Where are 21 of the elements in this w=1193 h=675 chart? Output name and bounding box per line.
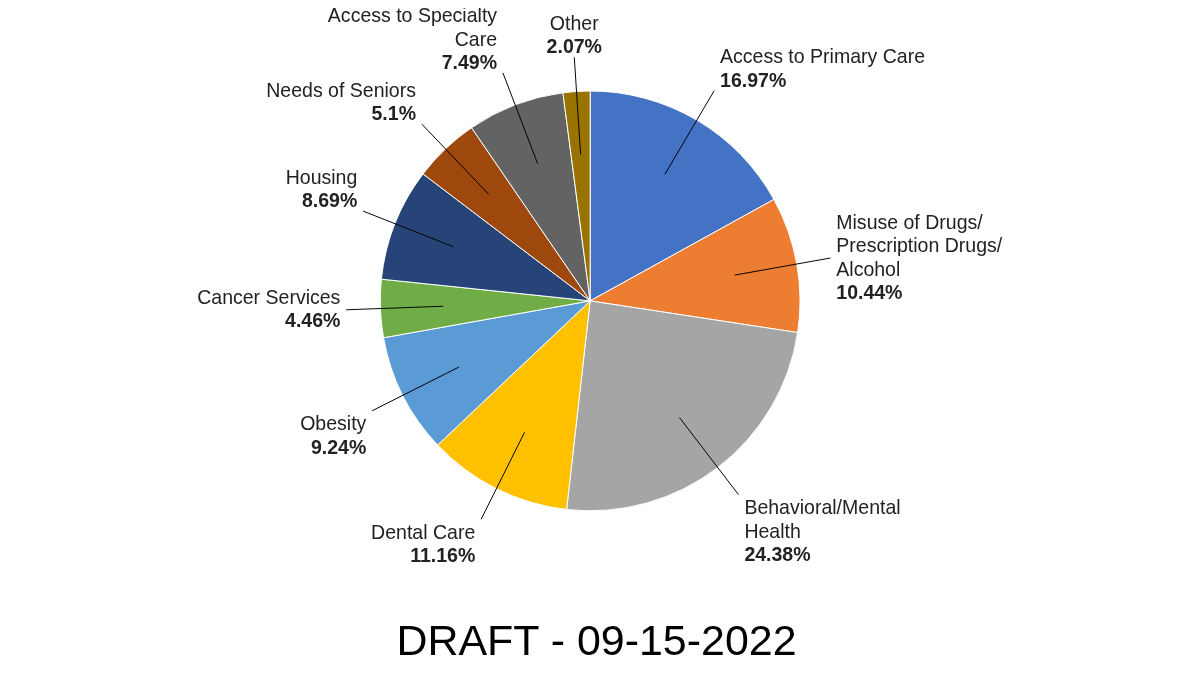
slice-label: Housing <box>285 165 358 188</box>
data-label: 8.69% <box>301 189 358 212</box>
slice-label: Cancer Services <box>197 285 341 308</box>
data-label: 7.49% <box>441 51 498 74</box>
data-label: 2.07% <box>546 35 602 58</box>
data-label: 9.24% <box>311 435 367 458</box>
data-label: 11.16% <box>410 544 476 567</box>
text: DRAFT - 09-15-2022 <box>396 616 797 665</box>
slice-label: Other <box>549 11 600 34</box>
slice-label: Behavioral/Mental Health <box>744 496 901 542</box>
data-label: 24.38% <box>744 543 811 566</box>
slice-label: Misuse of Drugs/ Prescription Drugs/ Alcohol <box>836 210 1003 280</box>
slice-label: Access to Primary Care <box>720 45 926 68</box>
data-label: 10.44% <box>836 281 903 304</box>
data-label: 4.46% <box>285 309 341 332</box>
slice-label: Dental Care <box>371 520 476 543</box>
data-label: 5.1% <box>371 102 416 125</box>
data-label: 16.97% <box>720 68 787 91</box>
slice-label: Access to Specialty Care <box>327 4 498 50</box>
slice-label: Needs of Seniors <box>266 78 417 101</box>
slice-label: Obesity <box>300 412 367 435</box>
